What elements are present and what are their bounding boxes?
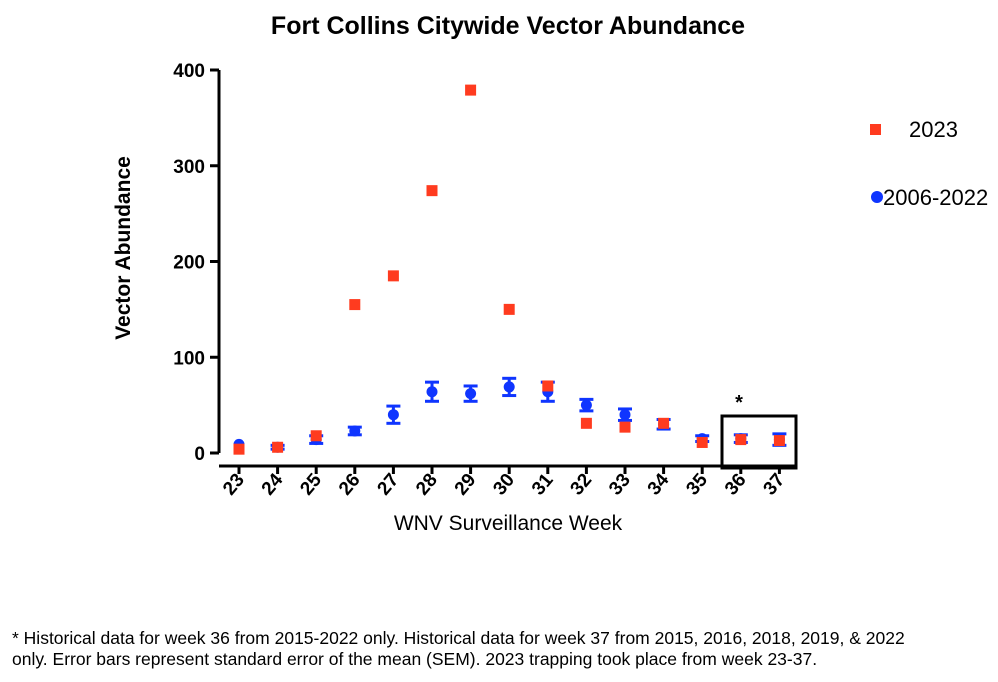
point-2023 bbox=[773, 435, 785, 447]
point-2006-2022 bbox=[426, 386, 438, 398]
y-tick-label: 200 bbox=[173, 253, 205, 274]
highlight-box bbox=[720, 414, 798, 470]
x-tick-label: 28 bbox=[412, 470, 442, 500]
point-2023 bbox=[619, 421, 631, 433]
point-2023 bbox=[580, 417, 592, 429]
point-2023 bbox=[426, 185, 438, 197]
x-ticks: 23 24 25 26 27 28 29 30 31 32 33 34 35 36 37 bbox=[219, 466, 789, 499]
x-tick-label: 36 bbox=[721, 470, 751, 500]
footnote-line-2: only. Error bars represent standard erro… bbox=[12, 649, 818, 669]
point-2006-2022 bbox=[503, 381, 515, 393]
y-tick-label: 100 bbox=[173, 348, 205, 369]
point-2023 bbox=[465, 84, 477, 96]
point-2006-2022 bbox=[580, 399, 592, 411]
legend-label-2023: 2023 bbox=[909, 117, 958, 142]
legend: 2023 2006-2022 bbox=[870, 117, 988, 210]
point-2023 bbox=[696, 436, 708, 448]
point-2006-2022 bbox=[619, 409, 631, 421]
x-tick-label: 37 bbox=[760, 470, 790, 500]
point-2023 bbox=[272, 441, 284, 453]
point-2023 bbox=[503, 303, 515, 315]
x-tick-label: 33 bbox=[605, 470, 635, 500]
y-tick-label: 0 bbox=[194, 444, 205, 465]
point-2006-2022 bbox=[387, 409, 399, 421]
point-2023 bbox=[233, 443, 245, 455]
chart-title: Fort Collins Citywide Vector Abundance bbox=[271, 12, 745, 40]
x-tick-label: 32 bbox=[567, 470, 597, 500]
x-tick-label: 27 bbox=[374, 470, 404, 500]
y-tick-label: 400 bbox=[173, 61, 205, 82]
point-2006-2022 bbox=[349, 425, 361, 437]
legend-label-2006-2022: 2006-2022 bbox=[883, 185, 988, 210]
x-tick-label: 25 bbox=[296, 469, 326, 499]
legend-marker-2006-2022 bbox=[871, 191, 883, 203]
x-tick-label: 31 bbox=[528, 469, 558, 499]
footnote: * Historical data for week 36 from 2015-… bbox=[12, 628, 992, 670]
x-tick-label: 24 bbox=[258, 469, 288, 499]
point-2023 bbox=[349, 299, 361, 311]
point-2023 bbox=[387, 270, 399, 282]
asterisk-annotation: * bbox=[735, 392, 743, 414]
chart: Fort Collins Citywide Vector Abundance V… bbox=[112, 12, 988, 535]
x-axis-label: WNV Surveillance Week bbox=[394, 512, 623, 535]
point-2023 bbox=[658, 417, 670, 429]
legend-marker-2023 bbox=[870, 124, 881, 135]
footnote-line-1: * Historical data for week 36 from 2015-… bbox=[12, 628, 905, 648]
x-tick-label: 30 bbox=[489, 470, 519, 500]
series-2023 bbox=[233, 84, 785, 455]
point-2023 bbox=[310, 430, 322, 442]
point-2006-2022 bbox=[465, 388, 477, 400]
x-tick-label: 35 bbox=[682, 469, 712, 499]
y-axis-label: Vector Abundance bbox=[112, 156, 135, 340]
x-tick-label: 26 bbox=[335, 470, 365, 500]
x-tick-label: 34 bbox=[644, 469, 674, 499]
point-2023 bbox=[735, 434, 747, 446]
y-ticks: 0 100 200 300 400 bbox=[173, 61, 219, 465]
x-tick-label: 23 bbox=[219, 470, 249, 500]
y-tick-label: 300 bbox=[173, 157, 205, 178]
x-tick-label: 29 bbox=[451, 470, 481, 500]
point-2023 bbox=[542, 380, 554, 392]
